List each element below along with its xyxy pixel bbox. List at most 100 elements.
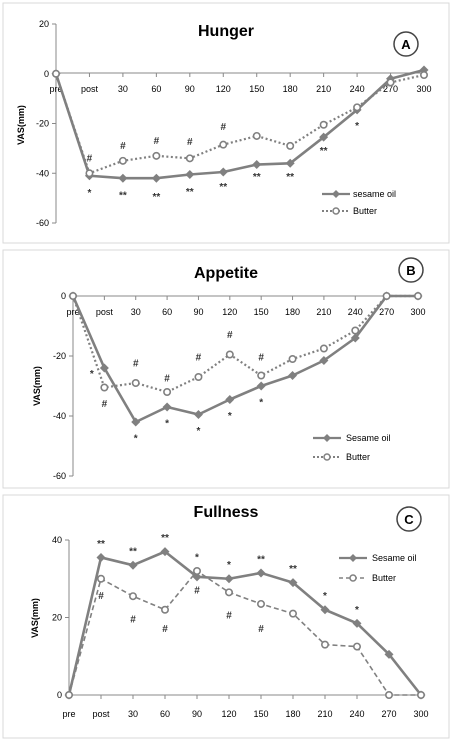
y-tick-label: 40: [52, 535, 62, 545]
x-tick-label: 30: [128, 709, 138, 719]
data-point-diamond: [185, 169, 195, 179]
significance-star: **: [320, 146, 328, 157]
x-tick-label: post: [81, 84, 99, 94]
series-line-butter: [71, 294, 418, 394]
data-point-circle: [97, 574, 106, 583]
legend-marker-diamond: [349, 554, 357, 562]
x-tick-label: 90: [192, 709, 202, 719]
x-tick-label: 270: [381, 709, 396, 719]
series-line-butter: [54, 73, 425, 175]
significance-star: **: [289, 564, 297, 575]
data-point-circle: [131, 378, 140, 387]
significance-hash: #: [98, 591, 104, 602]
significance-hash: #: [102, 399, 108, 410]
significance-hash: #: [162, 624, 168, 635]
series-layer: [51, 65, 429, 183]
axes: 0 20 40 pre post 30 60 90 120 150 180 210 240 270 300: [52, 535, 429, 719]
annotations: **************######: [97, 533, 359, 635]
significance-star: **: [186, 187, 194, 198]
legend: Sesame oil Butter: [339, 553, 417, 583]
legend-label-butter: Butter: [372, 573, 396, 583]
x-tick-label: 60: [151, 84, 161, 94]
significance-hash: #: [196, 353, 202, 364]
data-point-diamond: [192, 572, 202, 582]
significance-star: **: [219, 182, 227, 193]
significance-hash: #: [226, 611, 232, 622]
y-tick-label: -60: [53, 471, 66, 481]
data-point-diamond: [384, 649, 394, 659]
y-tick-label: 0: [61, 291, 66, 301]
data-point-circle: [129, 592, 138, 601]
data-point-circle: [69, 291, 78, 300]
data-point-diamond: [285, 158, 295, 168]
x-tick-label: 300: [413, 709, 428, 719]
legend-marker-circle: [349, 574, 357, 582]
significance-star: *: [134, 434, 138, 445]
series-line-sesame-oil: [54, 68, 425, 180]
significance-star: *: [323, 591, 327, 602]
data-point-circle: [419, 70, 428, 79]
data-point-circle: [152, 151, 161, 160]
series-line-butter: [68, 570, 421, 696]
significance-star: **: [286, 172, 294, 183]
x-tick-label: post: [96, 307, 114, 317]
x-tick-label: post: [92, 709, 110, 719]
legend-label-sesame: Sesame oil: [372, 553, 417, 563]
x-tick-label: 30: [118, 84, 128, 94]
significance-star: **: [129, 547, 137, 558]
chart-title: Appetite: [194, 265, 258, 282]
data-point-circle: [386, 78, 395, 87]
data-point-diamond: [288, 371, 298, 380]
significance-hash: #: [164, 374, 170, 385]
panel-label: B: [406, 263, 415, 278]
data-point-circle: [65, 690, 74, 699]
data-point-circle: [163, 387, 172, 396]
data-point-diamond: [96, 552, 106, 562]
significance-star: *: [88, 188, 92, 199]
significance-star: *: [228, 411, 232, 422]
x-tick-label: 150: [249, 84, 264, 94]
panel-badge: [396, 506, 422, 532]
data-point-circle: [286, 141, 295, 150]
y-tick-label: 0: [57, 690, 62, 700]
x-tick-label: 60: [160, 709, 170, 719]
significance-hash: #: [130, 614, 136, 625]
significance-hash: #: [220, 122, 226, 133]
significance-star: *: [90, 369, 94, 380]
x-tick-label: 150: [253, 709, 268, 719]
data-point-circle: [353, 103, 362, 112]
data-point-diamond: [225, 395, 235, 404]
legend-label-butter: Butter: [353, 206, 377, 216]
data-point-circle: [256, 599, 265, 608]
data-point-diamond: [320, 605, 330, 615]
data-point-circle: [288, 609, 297, 618]
legend-marker-circle: [323, 453, 331, 461]
annotations: * # # # # # # * * * * *: [90, 330, 265, 445]
data-point-circle: [320, 640, 329, 649]
significance-hash: #: [133, 359, 139, 370]
significance-star: *: [259, 398, 263, 409]
legend-marker-diamond: [332, 190, 340, 198]
series-line-sesame-oil: [67, 550, 423, 696]
data-point-circle: [416, 690, 425, 699]
significance-star: **: [152, 192, 160, 203]
panel-label: C: [404, 512, 414, 527]
data-point-circle: [219, 140, 228, 149]
data-point-diamond: [352, 618, 362, 628]
y-tick-label: 20: [52, 613, 62, 623]
significance-star: *: [197, 426, 201, 437]
data-point-diamond: [131, 417, 141, 427]
data-point-circle: [382, 291, 391, 300]
data-point-diamond: [118, 173, 128, 183]
x-tick-label: 180: [285, 709, 300, 719]
data-point-circle: [288, 354, 297, 363]
x-tick-label: 180: [285, 307, 300, 317]
x-tick-label: 210: [316, 84, 331, 94]
significance-star: *: [355, 121, 359, 132]
data-point-circle: [225, 588, 234, 597]
x-tick-label: 150: [254, 307, 269, 317]
significance-star: *: [165, 419, 169, 430]
x-tick-label: 240: [349, 709, 364, 719]
x-tick-label: pre: [49, 84, 62, 94]
data-point-circle: [384, 690, 393, 699]
